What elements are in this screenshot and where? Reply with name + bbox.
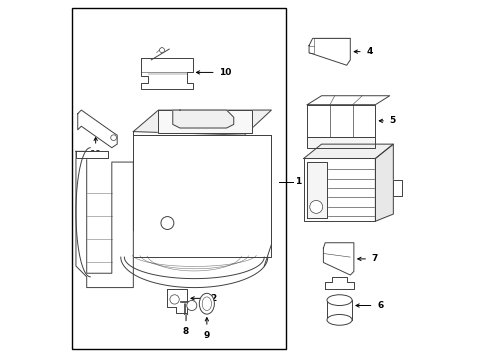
Text: 1: 1 bbox=[294, 177, 300, 186]
Text: 7: 7 bbox=[371, 255, 377, 264]
Polygon shape bbox=[306, 137, 375, 148]
Polygon shape bbox=[303, 158, 375, 221]
Polygon shape bbox=[133, 135, 271, 257]
Polygon shape bbox=[306, 96, 389, 105]
Text: 3: 3 bbox=[381, 182, 387, 191]
Ellipse shape bbox=[202, 297, 211, 311]
Polygon shape bbox=[308, 39, 349, 65]
Text: 10: 10 bbox=[219, 68, 231, 77]
Circle shape bbox=[309, 201, 322, 213]
Polygon shape bbox=[76, 151, 108, 158]
Polygon shape bbox=[323, 243, 353, 275]
Text: 11: 11 bbox=[89, 149, 102, 158]
Ellipse shape bbox=[199, 293, 214, 314]
Polygon shape bbox=[392, 180, 402, 196]
Polygon shape bbox=[172, 110, 233, 128]
Text: 8: 8 bbox=[183, 327, 189, 336]
Polygon shape bbox=[140, 58, 192, 89]
Bar bbox=[72, 8, 285, 348]
Polygon shape bbox=[76, 151, 133, 288]
Polygon shape bbox=[303, 144, 392, 158]
Ellipse shape bbox=[326, 295, 351, 306]
Circle shape bbox=[161, 217, 174, 229]
Circle shape bbox=[169, 295, 179, 304]
Polygon shape bbox=[375, 144, 392, 221]
Circle shape bbox=[159, 48, 164, 53]
Text: 5: 5 bbox=[389, 116, 395, 125]
Polygon shape bbox=[133, 110, 271, 135]
Text: 4: 4 bbox=[366, 47, 372, 56]
Polygon shape bbox=[306, 105, 375, 137]
Circle shape bbox=[186, 301, 196, 311]
Text: 6: 6 bbox=[376, 301, 383, 310]
Polygon shape bbox=[306, 162, 326, 218]
Circle shape bbox=[110, 135, 116, 140]
Text: 9: 9 bbox=[203, 330, 210, 339]
Polygon shape bbox=[325, 277, 353, 289]
Text: 2: 2 bbox=[210, 294, 216, 303]
Polygon shape bbox=[167, 289, 187, 313]
Polygon shape bbox=[78, 110, 117, 148]
Polygon shape bbox=[158, 110, 251, 134]
Ellipse shape bbox=[326, 315, 351, 325]
